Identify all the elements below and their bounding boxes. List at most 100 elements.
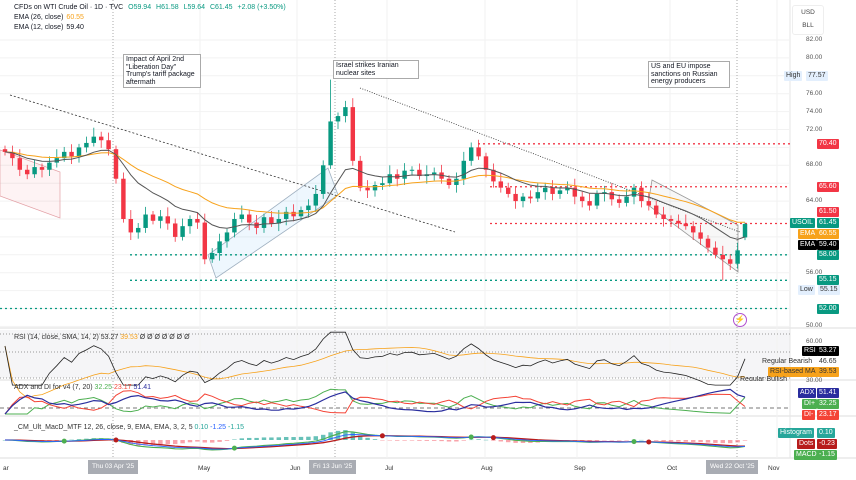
candle-body: [624, 196, 629, 203]
di-minus-line: [4, 390, 746, 415]
adx-legend[interactable]: ADX and DI for v4 (7, 20) 32.25 23.17 51…: [14, 384, 151, 391]
candle-body: [653, 205, 659, 215]
price-tick: 74.00: [806, 107, 823, 115]
candle-body: [713, 247, 718, 255]
adx-label: ADX and DI for v4 (7, 20): [14, 384, 93, 391]
macd-histogram-bar: [661, 440, 666, 442]
lightning-icon[interactable]: ⚡: [733, 313, 747, 327]
candle-body: [269, 217, 274, 224]
rsi-extras: Ø Ø Ø Ø Ø Ø Ø: [139, 334, 190, 341]
candle-body: [276, 219, 282, 224]
candle-body: [498, 181, 504, 188]
time-label-jul: Jul: [385, 465, 394, 472]
ema12-legend[interactable]: EMA (12, close) 59.40: [14, 23, 87, 33]
candle-body: [335, 116, 341, 122]
rsi-legend[interactable]: RSI (14, close, SMA, 14, 2) 53.27 39.53 …: [14, 334, 190, 341]
macd-histogram-bar: [735, 440, 740, 443]
candle-body: [76, 147, 82, 157]
level-tag: 70.40: [817, 138, 839, 149]
macd-histogram-bar: [720, 440, 726, 444]
macd-v2: -1.25: [210, 424, 227, 431]
candle-body: [61, 151, 67, 159]
candle-body: [528, 196, 533, 199]
macd-params: 12, 26, close, 9, EMA, EMA, 3, 2, 5: [83, 424, 193, 431]
adx-di-plus-value: 32.25: [94, 384, 113, 391]
candle-body: [2, 149, 8, 152]
price-tick: 64.00: [806, 197, 823, 205]
candle-body: [646, 201, 652, 206]
macd-histogram-bar: [498, 440, 504, 442]
candle-body: [402, 170, 407, 179]
macd-histogram-bar: [276, 437, 282, 440]
macd-histogram-bar: [232, 439, 237, 440]
candle-body: [631, 187, 637, 197]
level-tag: 52.00: [817, 303, 839, 314]
rsi-label: RSI (14, close, SMA, 14, 2): [14, 334, 99, 341]
candle-body: [350, 107, 356, 161]
change-value: +2.08 (+3.50%): [237, 4, 286, 11]
macd-cross-dot: [379, 433, 385, 439]
candle-body: [10, 151, 15, 159]
candle-body: [135, 227, 141, 233]
trendline-1: [9, 94, 456, 233]
candle-body: [454, 178, 459, 185]
price-tick: 80.00: [806, 53, 823, 61]
high-label: High: [784, 71, 803, 81]
level-tag: 61.50: [817, 207, 839, 218]
candle-body: [180, 226, 185, 237]
level-tag: 55.15: [817, 275, 839, 286]
candle-body: [195, 219, 200, 223]
candle-body: [165, 216, 171, 224]
candle-body: [720, 254, 726, 260]
rsi-ma-tag: RSI-based MA: [768, 367, 818, 377]
ema12-tag: EMA: [798, 240, 818, 250]
macd-histogram-bar: [624, 440, 629, 441]
cursor-date-apr: Thu 03 Apr '25: [88, 460, 139, 474]
macd-legend[interactable]: _CM_Ult_MacD_MTF 12, 26, close, 9, EMA, …: [14, 424, 244, 431]
price-tick: 50.00: [806, 322, 823, 330]
macd-histogram-bar: [446, 440, 452, 442]
candle-body: [106, 140, 111, 150]
candle-body: [84, 142, 89, 148]
macd-histogram-bar: [491, 440, 496, 441]
candle-body: [291, 211, 296, 217]
annotation-israel-strikes[interactable]: Israel strikes Iranian nuclear sites: [333, 60, 419, 79]
annotation-liberation-day[interactable]: Impact of April 2nd "Liberation Day" Tru…: [123, 54, 201, 88]
macd-histogram-bar: [69, 439, 74, 441]
macd-histogram-bar: [727, 440, 733, 444]
regular-bearish-tag: Regular Bearish: [762, 358, 813, 365]
candle-body: [727, 259, 733, 264]
high-value: H61.58: [156, 4, 179, 11]
ema26-legend[interactable]: EMA (26, close) 60.55: [14, 13, 87, 23]
macd-histogram-bar: [165, 440, 171, 445]
ema26-value: 60.55: [66, 14, 84, 21]
candle-body: [320, 165, 326, 194]
rsi-tag: RSI: [802, 346, 818, 356]
macd-histogram-bar: [269, 437, 274, 440]
macd-value-tag: -1.15: [817, 450, 837, 460]
annotation-sanctions[interactable]: US and EU impose sanctions on Russian en…: [648, 61, 730, 88]
di-plus-value-tag: 32.25: [817, 399, 839, 409]
candle-body: [113, 149, 119, 179]
candle-body: [187, 219, 193, 227]
descending-channel-shape: [0, 149, 61, 219]
candle-body: [468, 147, 474, 161]
time-label-may: May: [198, 465, 211, 472]
candle-body: [565, 187, 570, 191]
ema12-label: EMA (12, close): [14, 24, 64, 31]
ema26-label: EMA (26, close): [14, 14, 64, 21]
close-value: C61.45: [209, 4, 233, 11]
candle-body: [698, 232, 703, 239]
level-tag: 58.00: [817, 249, 839, 260]
macd-histogram-bar: [246, 437, 252, 440]
currency-unit-button[interactable]: USD BLL: [792, 5, 824, 35]
macd-histogram-bar: [365, 437, 370, 440]
unit-label: BLL: [802, 22, 814, 29]
candle-body: [232, 219, 237, 233]
candle-body: [47, 162, 52, 170]
candle-body: [39, 167, 45, 170]
macd-histogram-bar: [713, 440, 718, 443]
dots-tag: Dots: [797, 439, 816, 449]
rsi-tick-60: 60.00: [806, 338, 823, 345]
candle-body: [417, 169, 422, 177]
